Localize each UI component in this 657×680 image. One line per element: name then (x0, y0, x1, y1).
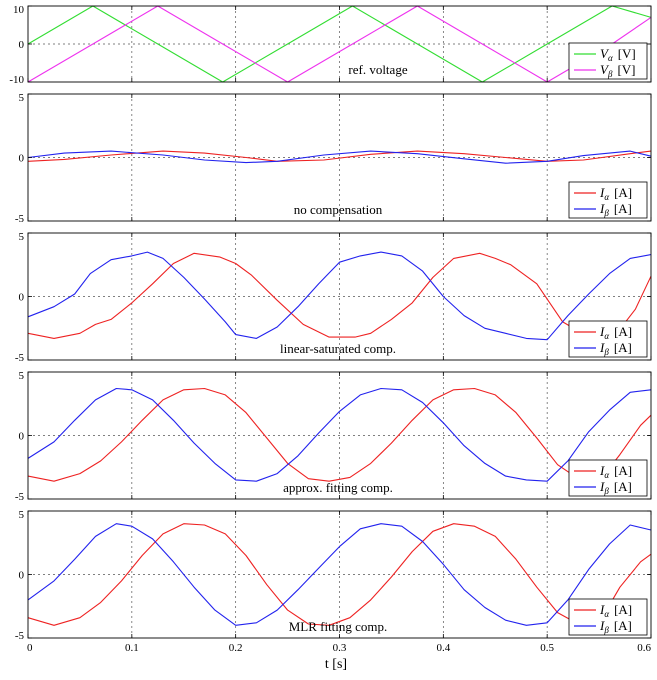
legend-entry: Iα [A] (599, 602, 632, 619)
legend: Iα [A]Iβ [A] (568, 598, 648, 636)
panel-caption: approx. fitting comp. (283, 480, 393, 495)
x-axis-label: t [s] (325, 657, 347, 672)
panel-caption: no compensation (294, 202, 383, 217)
x-tick-label: 0.4 (436, 642, 450, 654)
y-tick-label: 10 (13, 4, 25, 16)
x-tick-label: 0.1 (125, 642, 139, 654)
x-tick-label: 0.2 (229, 642, 243, 654)
y-tick-label: -5 (15, 352, 25, 364)
y-tick-label: -5 (15, 213, 25, 225)
legend-box (568, 42, 648, 80)
legend-entry: Iα [A] (599, 324, 632, 341)
legend: Iα [A]Iβ [A] (568, 459, 648, 497)
y-tick-label: 5 (19, 370, 25, 382)
legend-entry: Iα [A] (599, 185, 632, 202)
legend: Iα [A]Iβ [A] (568, 320, 648, 358)
y-tick-label: 0 (19, 431, 25, 443)
panel-4: 5 0 -5 Iα [A]Iβ [A] approx. fitting comp. (15, 370, 652, 503)
y-tick-label: 5 (19, 509, 25, 521)
series-line-β (27, 523, 652, 626)
panel-caption: MLR fitting comp. (289, 619, 388, 634)
x-tick-label: 0 (27, 642, 33, 654)
legend-entry: Iβ [A] (599, 479, 632, 496)
y-tick-label: 5 (19, 231, 25, 243)
panel-5: 5 0 -5 Iα [A]Iβ [A] MLR fitting comp. (15, 509, 652, 642)
series-line-α (27, 387, 652, 482)
legend-box (568, 320, 648, 358)
y-tick-label: 0 (19, 292, 25, 304)
series-line-α (27, 252, 652, 339)
x-tick-label: 0.3 (333, 642, 347, 654)
legend-entry: Iβ [A] (599, 201, 632, 218)
series-line-β (27, 150, 652, 164)
panel-caption: linear-saturated comp. (280, 341, 396, 356)
legend-entry: Vβ [V] (600, 62, 635, 79)
legend-box (568, 459, 648, 497)
y-tick-label: 5 (19, 92, 25, 104)
series-line-β (27, 251, 652, 341)
legend-entry: Iα [A] (599, 463, 632, 480)
legend-box (568, 598, 648, 636)
series-line-β (27, 387, 652, 482)
y-tick-label: 0 (19, 153, 25, 165)
x-tick-label: 0.6 (637, 642, 651, 654)
x-tick-label: 0.5 (540, 642, 554, 654)
panel-caption: ref. voltage (348, 62, 407, 77)
legend: Vα [V]Vβ [V] (568, 42, 648, 80)
y-tick-label: 0 (19, 570, 25, 582)
panel-3: 5 0 -5 Iα [A]Iβ [A] linear-saturated comp. (15, 231, 652, 364)
panel-1: 10 0 -10 Vα [V]Vβ [V] ref. voltage (9, 4, 652, 86)
series-line-α (27, 523, 652, 626)
legend-entry: Vα [V] (600, 46, 636, 63)
legend-entry: Iβ [A] (599, 618, 632, 635)
y-tick-label: -5 (15, 491, 25, 503)
y-tick-label: 0 (19, 39, 25, 51)
legend-box (568, 181, 648, 219)
y-tick-label: -5 (15, 630, 25, 642)
legend-entry: Iβ [A] (599, 340, 632, 357)
legend: Iα [A]Iβ [A] (568, 181, 648, 219)
y-tick-label: -10 (9, 74, 24, 86)
panel-2: 5 0 -5 Iα [A]Iβ [A] no compensation (15, 92, 652, 225)
